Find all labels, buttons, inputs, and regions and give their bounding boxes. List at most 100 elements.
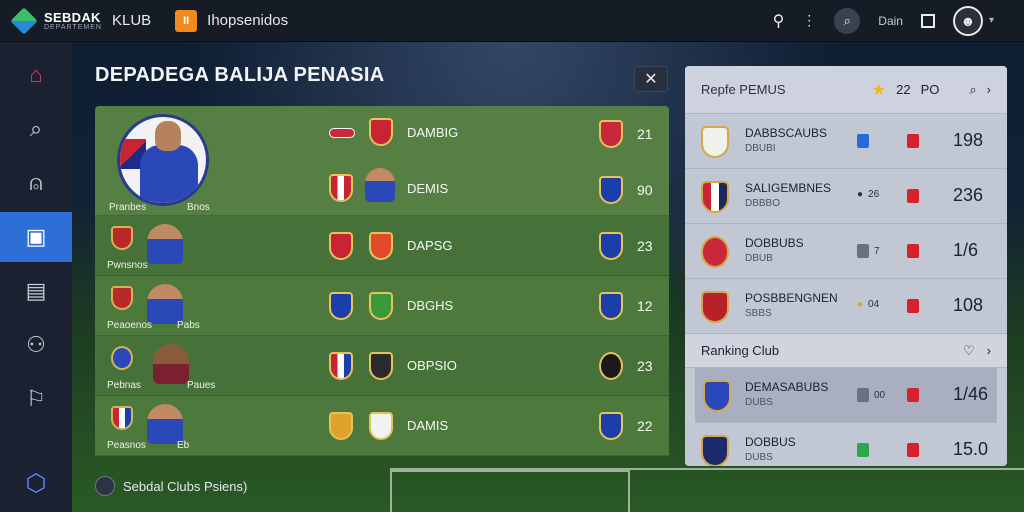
club-sub: DBUB	[745, 253, 773, 264]
match-row[interactable]: Pwnsnos DAPSG 23	[95, 216, 669, 276]
status-text: Sebdal Clubs Psiens)	[123, 478, 248, 494]
home-icon[interactable]: ⌂	[29, 62, 43, 87]
team-crest-icon	[369, 118, 393, 146]
player-label: Pabs	[177, 320, 200, 331]
more-vertical-icon[interactable]: ⋮	[802, 12, 817, 28]
ball-icon: ●	[857, 189, 864, 200]
club-row[interactable]: DABBSCAUBS DBUBI 198	[685, 114, 1007, 169]
club-name: DOBBUBS	[745, 236, 804, 250]
match-row[interactable]: Pebnas Paues OBPSIO 23	[95, 336, 669, 396]
team-crest-icon	[369, 352, 393, 380]
club-mini-value: 26	[868, 189, 880, 200]
club-row[interactable]: POSBBENGNEN SBBS ● 04 108	[685, 279, 1007, 334]
red-card-icon	[907, 244, 919, 258]
grey-marker-icon	[857, 388, 869, 402]
player-avatar	[147, 284, 183, 324]
club-row[interactable]: SALIGEMBNES DBBBO ● 26 236	[685, 169, 1007, 224]
chevron-right-icon[interactable]: ›	[986, 82, 991, 97]
search-icon[interactable]: ⌕	[969, 81, 977, 97]
red-card-icon	[907, 299, 919, 313]
group-icon[interactable]: ⚇	[26, 332, 46, 357]
header-count: 22	[896, 82, 911, 97]
club-mini-stat: 7	[857, 244, 880, 258]
club-crest-icon	[111, 286, 133, 310]
match-score: 22	[637, 418, 653, 434]
training-icon[interactable]: ⚐	[26, 386, 46, 411]
status-bar: Sebdal Clubs Psiens)	[95, 476, 247, 496]
match-score: 21	[637, 126, 653, 142]
club-mini-stat	[857, 134, 869, 148]
star-icon[interactable]: ★	[871, 81, 887, 99]
pitch-line	[390, 468, 1024, 470]
close-button[interactable]: ✕	[634, 66, 668, 92]
team-crest-icon	[369, 412, 393, 440]
club-name: DABBSCAUBS	[745, 126, 828, 140]
club-score: 198	[953, 130, 984, 150]
team-crest-icon	[329, 174, 353, 202]
player-label: Bnos	[187, 202, 210, 213]
calendar-icon[interactable]: ▤	[25, 278, 47, 303]
club-label[interactable]: KLUB	[111, 12, 152, 29]
club-sub: DBBBO	[745, 198, 781, 209]
top-actions: ⚲ ⋮ ⌕ Dain ☻ ▾	[772, 5, 994, 36]
app-menu-icon[interactable]: II	[175, 9, 198, 32]
player-label: Peasnos	[107, 440, 146, 451]
search-icon[interactable]: ⌕	[29, 116, 43, 141]
settings-shield-icon[interactable]: ⬡	[25, 470, 47, 497]
match-row[interactable]: Peasnos Eb DAMIS 22	[95, 396, 669, 456]
club-sub: DUBS	[745, 397, 773, 408]
blue-marker-icon	[857, 134, 869, 148]
user-icon[interactable]: ⍝	[29, 170, 43, 195]
page-title: Ihopsenidos	[207, 12, 289, 29]
club-sub: DUBS	[745, 452, 773, 463]
chevron-right-icon[interactable]: ›	[986, 342, 991, 358]
club-mini-stat: ● 26	[857, 189, 879, 200]
team-crest-icon	[369, 232, 393, 260]
match-row[interactable]: Pranbes Bnos DAMBIG 21 DEMIS 90	[95, 106, 669, 216]
player-avatar	[147, 224, 183, 264]
right-panel: Repfe PEMUS ★ 22 PO ⌕ › DABBSCAUBS DBUBI…	[685, 66, 1007, 466]
club-crest-icon	[111, 226, 133, 250]
club-mini-value: 00	[874, 389, 886, 401]
club-sub: SBBS	[745, 308, 772, 319]
player-label: Peaoenos	[107, 320, 153, 331]
brand: SEBDAK DEPARTEMEN	[44, 11, 102, 31]
user-name[interactable]: Dain	[878, 13, 903, 28]
match-score: 23	[637, 238, 653, 254]
club-score: 1/6	[953, 240, 979, 260]
brand-name: SEBDAK	[44, 9, 101, 25]
player-label: Pwnsnos	[107, 260, 148, 271]
club-crest-icon	[111, 406, 133, 430]
search-icon[interactable]: ⌕	[834, 7, 861, 34]
opponent-crest-icon	[599, 176, 623, 204]
heart-icon[interactable]: ♡	[963, 342, 975, 358]
player-label: Eb	[177, 440, 190, 451]
ranking-actions: ♡ ›	[963, 343, 991, 359]
club-icon[interactable]: ▣	[0, 212, 72, 262]
red-card-icon	[907, 388, 919, 402]
team-crest-icon	[369, 292, 393, 320]
club-mini-value: 04	[868, 299, 880, 310]
header-code: PO	[920, 82, 940, 97]
club-crest-icon	[701, 291, 729, 323]
chevron-down-icon[interactable]: ▾	[988, 15, 994, 26]
avatar[interactable]: ☻	[952, 5, 983, 36]
club-name: SALIGEMBNES	[745, 181, 832, 195]
red-card-icon	[907, 189, 919, 203]
club-mini-stat: 00	[857, 388, 885, 402]
green-marker-icon	[857, 443, 869, 457]
team-crest-icon	[329, 232, 353, 260]
ranking-title: Ranking Club	[701, 343, 780, 358]
notification-icon[interactable]: ⚲	[772, 12, 785, 30]
ranking-row[interactable]: DOBBUS DUBS 15.0	[685, 423, 1007, 466]
red-card-icon	[907, 443, 919, 457]
club-crest-icon	[703, 380, 731, 412]
ranking-row[interactable]: DEMASABUBS DUBS 00 1/46	[695, 368, 997, 423]
window-icon[interactable]	[920, 13, 935, 28]
match-score: 90	[637, 182, 653, 198]
team-badge-icon	[329, 128, 355, 138]
match-row[interactable]: Peaoenos Pabs DBGHS 12	[95, 276, 669, 336]
grey-marker-icon	[857, 244, 869, 258]
team-crest-icon	[329, 352, 353, 380]
club-row[interactable]: DOBBUBS DBUB 7 1/6	[685, 224, 1007, 279]
